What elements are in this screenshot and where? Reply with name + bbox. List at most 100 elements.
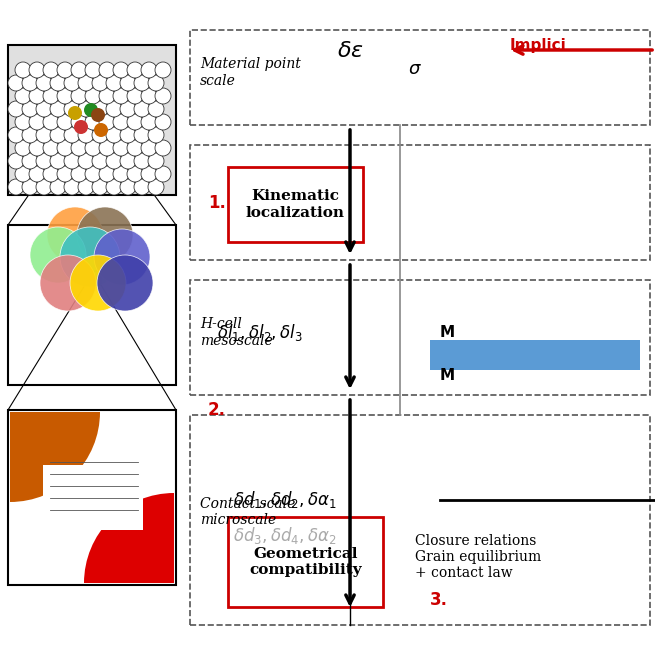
Circle shape	[64, 153, 80, 169]
Bar	[8, 225, 176, 385]
Circle shape	[120, 127, 136, 143]
Circle shape	[78, 75, 94, 91]
Circle shape	[94, 123, 108, 137]
Circle shape	[113, 140, 129, 156]
Circle shape	[68, 106, 82, 120]
Circle shape	[22, 101, 38, 117]
Circle shape	[29, 166, 45, 182]
Circle shape	[99, 166, 115, 182]
Circle shape	[43, 166, 59, 182]
Text: Kinematic
localization: Kinematic localization	[246, 189, 345, 219]
Bar	[43, 465, 143, 530]
Circle shape	[50, 179, 66, 195]
Text: M: M	[440, 325, 455, 340]
Circle shape	[92, 75, 108, 91]
Circle shape	[127, 114, 143, 130]
Circle shape	[141, 88, 157, 104]
Circle shape	[15, 166, 31, 182]
Circle shape	[84, 103, 98, 117]
Bar	[8, 410, 176, 585]
Circle shape	[64, 127, 80, 143]
Circle shape	[99, 62, 115, 78]
Circle shape	[85, 166, 101, 182]
Bar	[190, 415, 650, 625]
Text: $\delta\varepsilon$: $\delta\varepsilon$	[337, 40, 364, 62]
Circle shape	[43, 140, 59, 156]
Bar	[228, 517, 383, 607]
Text: $\delta d_3, \delta d_4, \delta\alpha_2$: $\delta d_3, \delta d_4, \delta\alpha_2$	[233, 525, 337, 546]
Circle shape	[64, 179, 80, 195]
Circle shape	[97, 255, 153, 311]
Circle shape	[15, 62, 31, 78]
Circle shape	[92, 179, 108, 195]
Bar	[228, 167, 363, 242]
Circle shape	[8, 101, 24, 117]
Bar	[190, 30, 650, 125]
Circle shape	[92, 101, 108, 117]
Circle shape	[57, 88, 73, 104]
Circle shape	[127, 140, 143, 156]
Circle shape	[29, 62, 45, 78]
Circle shape	[113, 114, 129, 130]
Circle shape	[29, 140, 45, 156]
Circle shape	[71, 62, 87, 78]
Text: $\delta d_1, \delta d_2, \delta\alpha_1$: $\delta d_1, \delta d_2, \delta\alpha_1$	[233, 489, 337, 510]
Circle shape	[120, 153, 136, 169]
Circle shape	[40, 255, 96, 311]
Bar	[5, 5, 178, 650]
Wedge shape	[84, 493, 174, 583]
Text: $\sigma$: $\sigma$	[408, 60, 422, 78]
Wedge shape	[10, 412, 100, 502]
Circle shape	[36, 179, 52, 195]
Circle shape	[60, 227, 120, 287]
Circle shape	[94, 229, 150, 285]
Text: Contact scale
microscale: Contact scale microscale	[200, 497, 295, 527]
Text: 3.: 3.	[430, 591, 448, 609]
Circle shape	[22, 75, 38, 91]
Circle shape	[155, 140, 171, 156]
Circle shape	[29, 114, 45, 130]
Circle shape	[57, 140, 73, 156]
Circle shape	[134, 127, 150, 143]
Circle shape	[29, 88, 45, 104]
Circle shape	[8, 75, 24, 91]
Circle shape	[50, 75, 66, 91]
Circle shape	[43, 88, 59, 104]
Bar	[190, 280, 650, 395]
Circle shape	[71, 88, 87, 104]
Circle shape	[106, 153, 122, 169]
Bar	[63, 95, 118, 145]
Text: Closure relations
Grain equilibrium
+ contact law: Closure relations Grain equilibrium + co…	[415, 534, 541, 580]
Text: 1.: 1.	[208, 193, 226, 212]
Circle shape	[85, 62, 101, 78]
Text: Implici: Implici	[510, 38, 567, 53]
Circle shape	[106, 179, 122, 195]
Circle shape	[120, 179, 136, 195]
Circle shape	[148, 153, 164, 169]
Circle shape	[64, 75, 80, 91]
Circle shape	[120, 75, 136, 91]
Circle shape	[127, 166, 143, 182]
Circle shape	[148, 75, 164, 91]
Circle shape	[99, 114, 115, 130]
Text: Material point
scale: Material point scale	[200, 58, 301, 88]
Circle shape	[22, 153, 38, 169]
Circle shape	[134, 101, 150, 117]
Circle shape	[77, 207, 133, 263]
Circle shape	[134, 153, 150, 169]
Circle shape	[71, 140, 87, 156]
Circle shape	[30, 227, 86, 283]
Circle shape	[36, 127, 52, 143]
Circle shape	[106, 101, 122, 117]
Circle shape	[36, 101, 52, 117]
Circle shape	[134, 179, 150, 195]
Circle shape	[134, 75, 150, 91]
Circle shape	[141, 166, 157, 182]
Circle shape	[43, 114, 59, 130]
Circle shape	[78, 179, 94, 195]
Circle shape	[85, 114, 101, 130]
Circle shape	[106, 75, 122, 91]
Circle shape	[141, 62, 157, 78]
Circle shape	[113, 166, 129, 182]
Circle shape	[78, 127, 94, 143]
